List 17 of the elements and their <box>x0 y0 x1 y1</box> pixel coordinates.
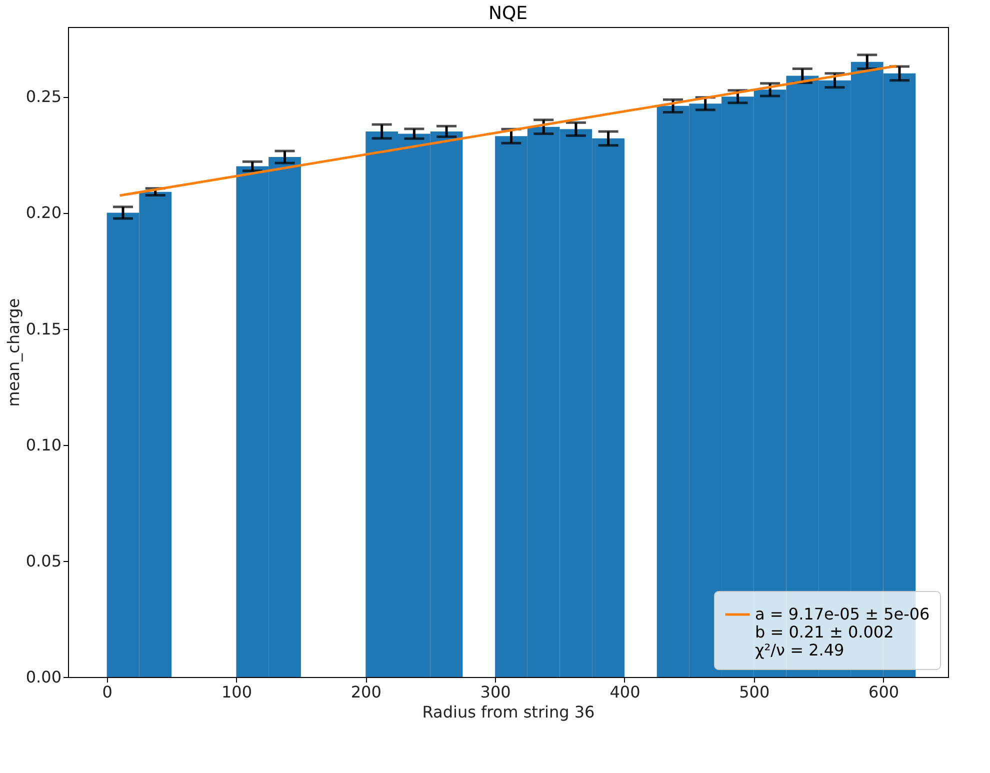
chart-title: NQE <box>488 3 528 24</box>
x-tick-label: 0 <box>102 682 112 702</box>
x-tick-label: 300 <box>480 682 511 702</box>
x-tick-label: 200 <box>350 682 382 702</box>
y-tick-label: 0.05 <box>26 551 62 570</box>
y-tick-label: 0.25 <box>26 87 62 106</box>
x-tick-label: 600 <box>868 682 900 702</box>
x-tick-label: 400 <box>610 682 640 702</box>
y-tick-label: 0.15 <box>26 319 62 338</box>
y-tick-label: 0.10 <box>26 435 62 454</box>
y-tick-label: 0.20 <box>26 203 62 222</box>
y-axis-title: mean_charge <box>4 298 23 407</box>
x-tick-label: 100 <box>221 682 252 702</box>
legend-label: a = 9.17e-05 ± 5e-06 b = 0.21 ± 0.002 χ²/ν = 2.49 <box>755 604 930 660</box>
x-tick-label: 500 <box>739 682 770 702</box>
y-tick-label: 0.00 <box>26 668 62 686</box>
x-axis-title: Radius from string 36 <box>422 702 595 722</box>
